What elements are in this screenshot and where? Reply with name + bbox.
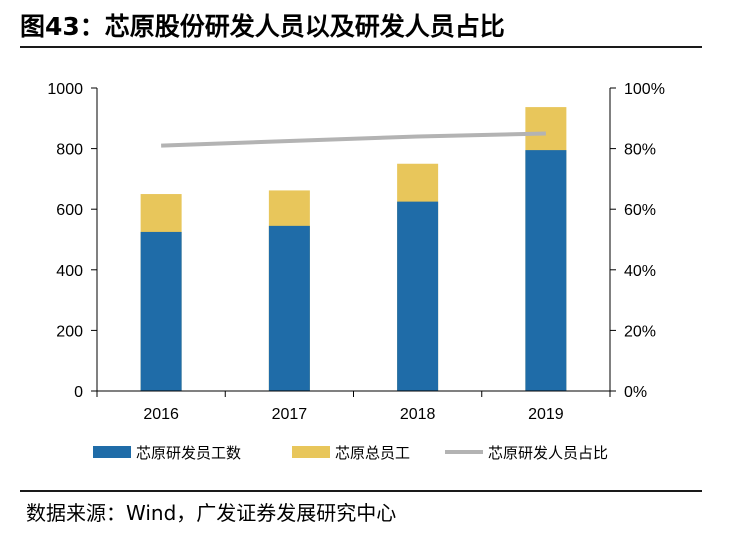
source-rule xyxy=(20,490,702,492)
y-tick-label-left: 0 xyxy=(74,384,83,401)
y-tick-label-left: 400 xyxy=(56,263,83,280)
bar-rd-staff xyxy=(525,150,567,391)
line-group xyxy=(161,131,546,148)
figure-title: 图43：芯原股份研发人员以及研发人员占比 xyxy=(20,12,505,41)
bar-rd-staff xyxy=(268,225,310,391)
bar-rd-staff xyxy=(397,201,439,391)
y-tick-label-left: 600 xyxy=(56,202,83,219)
line-rd-ratio xyxy=(161,131,546,148)
legend-label-rd-ratio: 芯原研发人员占比 xyxy=(488,444,608,462)
y-tick-label-right: 80% xyxy=(624,142,656,159)
x-tick-label: 2017 xyxy=(272,406,308,423)
legend-swatch-total-staff xyxy=(292,446,330,458)
source-note: 数据来源：Wind，广发证券发展研究中心 xyxy=(26,501,397,525)
legend-label-total-staff: 芯原总员工 xyxy=(335,444,410,462)
y-tick-label-left: 200 xyxy=(56,323,83,340)
y-tick-label-right: 60% xyxy=(624,202,656,219)
bar-rd-staff xyxy=(140,231,182,391)
bars-group xyxy=(140,107,567,392)
y-tick-label-right: 20% xyxy=(624,323,656,340)
title-rule xyxy=(20,46,702,48)
chart: 0 200 400 600 800 1000 0% 20% 40% 60% 80% 100% 2016 2… xyxy=(47,81,665,462)
axes-group: 0 200 400 600 800 1000 0% 20% 40% 60% 80% 100% 2016 2… xyxy=(47,81,665,423)
y-tick-label-right: 0% xyxy=(624,384,647,401)
x-tick-label: 2016 xyxy=(143,406,179,423)
x-tick-label: 2019 xyxy=(528,406,564,423)
legend-label-rd-staff: 芯原研发员工数 xyxy=(136,444,241,462)
x-tick-label: 2018 xyxy=(400,406,436,423)
legend-swatch-rd-staff xyxy=(93,446,131,458)
y-tick-label-right: 100% xyxy=(624,81,665,98)
y-tick-label-left: 800 xyxy=(56,142,83,159)
y-tick-label-right: 40% xyxy=(624,263,656,280)
legend: 芯原研发员工数 芯原总员工 芯原研发人员占比 xyxy=(93,444,608,462)
y-tick-label-left: 1000 xyxy=(47,81,83,98)
